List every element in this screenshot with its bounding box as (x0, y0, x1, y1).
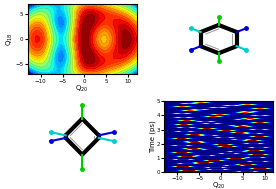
X-axis label: Q$_{20}$: Q$_{20}$ (75, 84, 89, 94)
Y-axis label: Q$_{18}$: Q$_{18}$ (5, 32, 15, 46)
X-axis label: Q$_{20}$: Q$_{20}$ (212, 181, 225, 189)
Y-axis label: Time (ps): Time (ps) (150, 120, 156, 153)
